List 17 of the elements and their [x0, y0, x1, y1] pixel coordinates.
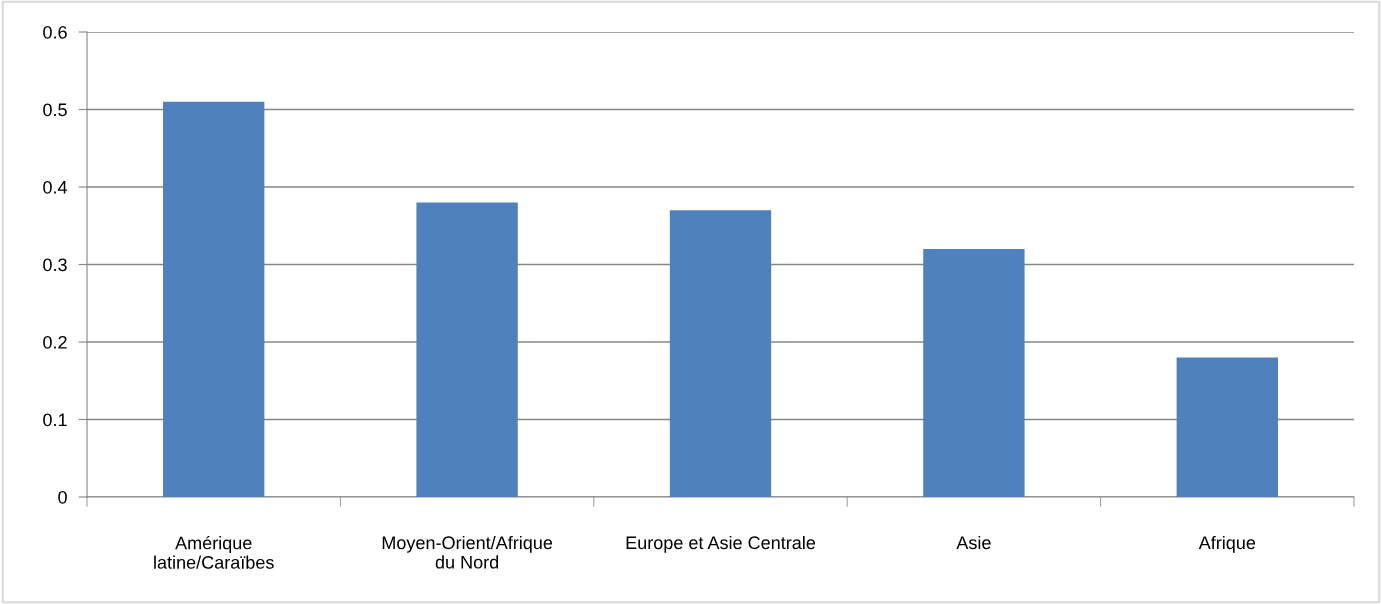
y-tick-label: 0.3 — [43, 258, 67, 272]
x-tick-label: Afrique — [1198, 535, 1256, 553]
x-tick-label: Moyen-Orient/Afrique du Nord — [382, 535, 553, 569]
y-tick-label: 0.4 — [43, 180, 68, 194]
y-tick-label: 0 — [58, 490, 67, 504]
bar — [163, 101, 265, 497]
y-tick-label: 0.5 — [43, 103, 67, 117]
y-tick-label: 0.1 — [43, 413, 67, 427]
bar — [1176, 357, 1278, 497]
y-tick-label: 0.6 — [43, 25, 67, 39]
x-tick-label: Asie — [956, 535, 991, 550]
bar — [923, 249, 1025, 497]
x-tick-label: Europe et Asie Centrale — [626, 535, 816, 553]
bar — [669, 210, 772, 497]
y-tick-label: 0.2 — [43, 335, 67, 349]
x-tick-label: Amérique latine/Caraïbes — [154, 535, 274, 569]
bar — [416, 202, 518, 497]
